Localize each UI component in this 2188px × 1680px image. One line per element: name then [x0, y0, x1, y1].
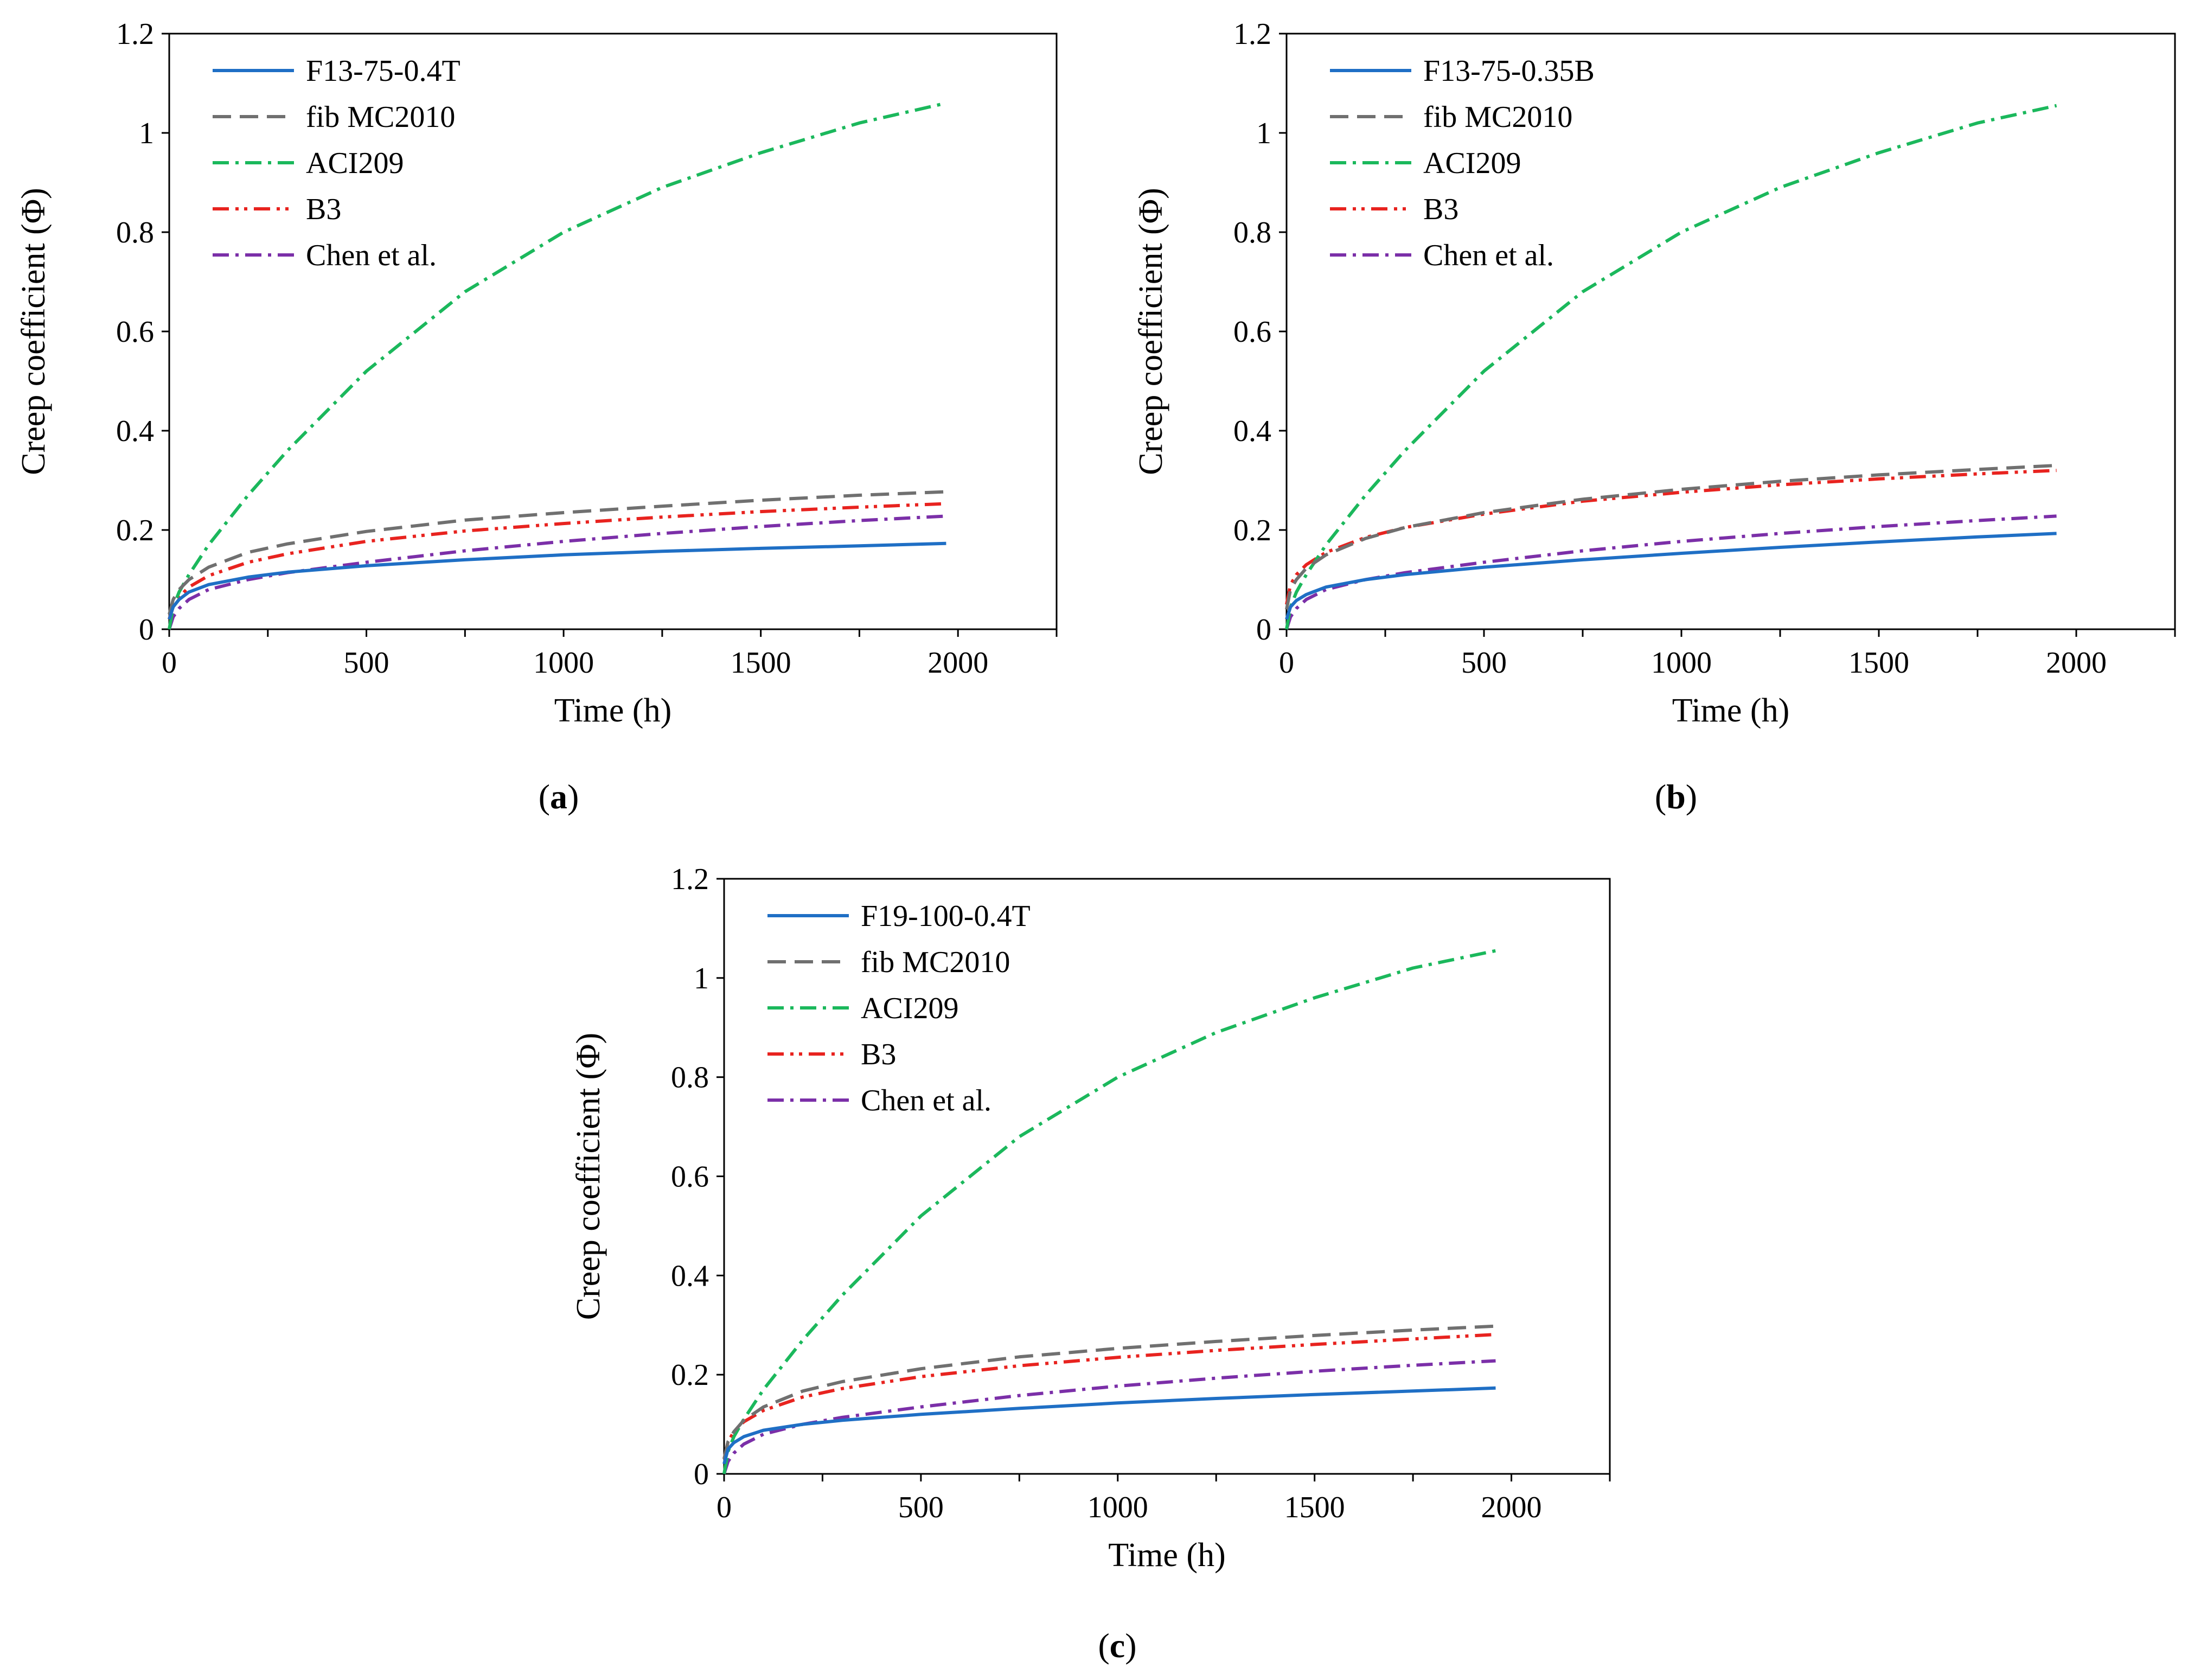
- legend: F13-75-0.4T fib MC2010 ACI209 B3 Chen et al.: [213, 54, 460, 272]
- chart-panel-c: 0 0.2 0.4 0.6 0.8 1 1.2 0 500 1000 1500 2000 Time (h…: [570, 863, 1611, 1665]
- x-tick-label: 1500: [731, 646, 791, 680]
- y-tick-label: 0.2: [116, 514, 154, 547]
- series-line-aci209: [168, 101, 947, 630]
- y-tick-label: 0: [139, 613, 154, 647]
- legend-label: B3: [1423, 193, 1458, 226]
- series-line-f13-75-0-35b: [1285, 532, 2057, 620]
- series-line-aci209: [1285, 104, 2057, 630]
- legend-label: Chen et al.: [306, 239, 437, 272]
- y-tick-label: 0.6: [116, 315, 154, 349]
- x-tick-label: 500: [898, 1491, 944, 1524]
- y-tick-label: 0: [1256, 613, 1271, 647]
- x-tick-label: 500: [1461, 646, 1507, 680]
- panel-caption-letter: b: [1666, 777, 1686, 816]
- x-tick-label: 0: [716, 1491, 732, 1524]
- x-tick-label: 0: [1279, 646, 1294, 680]
- series-line-fib-mc2010: [722, 1324, 1496, 1460]
- y-tick-label: 1: [139, 117, 154, 150]
- y-tick-label: 1.2: [671, 863, 709, 896]
- series-line-chen-et-al-: [1285, 514, 2057, 630]
- y-tick-label: 0.8: [1233, 216, 1271, 250]
- legend-label: fib MC2010: [861, 946, 1010, 979]
- legend-label: Chen et al.: [861, 1084, 991, 1117]
- x-axis-label: Time (h): [1108, 1537, 1225, 1574]
- x-axis-label: Time (h): [1672, 692, 1789, 729]
- series-line-f19-100-0-4t: [722, 1386, 1496, 1465]
- y-tick-label: 1: [694, 962, 709, 995]
- panel-caption: (b): [1655, 777, 1697, 816]
- legend: F19-100-0.4T fib MC2010 ACI209 B3 Chen et al…: [767, 899, 1031, 1117]
- y-axis-label: Creep coefficient (Φ): [1133, 188, 1169, 475]
- x-tick-label: 2000: [1481, 1491, 1542, 1524]
- y-tick-label: 0.6: [671, 1160, 709, 1194]
- y-tick-label: 0.4: [1233, 414, 1271, 448]
- y-tick-label: 0: [694, 1458, 709, 1491]
- series-line-chen-et-al-: [168, 514, 946, 630]
- y-tick-label: 0.6: [1233, 315, 1271, 349]
- legend-label: B3: [861, 1038, 896, 1071]
- x-tick-label: 1500: [1284, 1491, 1345, 1524]
- legend-label: F13-75-0.4T: [306, 54, 460, 88]
- legend-label: ACI209: [306, 146, 404, 180]
- series-line-b3: [168, 502, 946, 620]
- legend-label: F13-75-0.35B: [1423, 54, 1595, 88]
- plot-frame: [723, 878, 1611, 1475]
- series-line-b3: [1285, 469, 2057, 605]
- y-tick-label: 0.8: [116, 216, 154, 250]
- plot-frame: [168, 33, 1058, 630]
- series-line-f13-75-0-4t: [168, 541, 946, 620]
- legend-label: B3: [306, 193, 341, 226]
- plot-frame: [1285, 33, 2176, 630]
- panel-caption-letter: c: [1110, 1626, 1125, 1665]
- x-tick-label: 2000: [2046, 646, 2107, 680]
- chart-panel-a: 0 0.2 0.4 0.6 0.8 1 1.2 0 500 1000 1500 2000 Time (h…: [15, 17, 1058, 816]
- legend-label: Chen et al.: [1423, 239, 1554, 272]
- legend-label: ACI209: [1423, 146, 1521, 180]
- x-tick-label: 500: [344, 646, 389, 680]
- y-tick-label: 0.2: [671, 1358, 709, 1392]
- x-tick-label: 0: [162, 646, 177, 680]
- y-tick-label: 1.2: [1233, 17, 1271, 51]
- chart-panel-b: 0 0.2 0.4 0.6 0.8 1 1.2 0 500 1000 1500 2000 Time (h…: [1133, 17, 2176, 816]
- x-axis-label: Time (h): [554, 692, 671, 729]
- x-tick-label: 2000: [927, 646, 988, 680]
- x-tick-label: 1000: [533, 646, 594, 680]
- x-tick-label: 1500: [1848, 646, 1909, 680]
- y-tick-label: 0.4: [671, 1259, 709, 1293]
- legend-label: ACI209: [861, 992, 958, 1025]
- panel-caption: (a): [539, 777, 579, 816]
- y-tick-label: 1.2: [116, 17, 154, 51]
- y-tick-label: 1: [1256, 117, 1271, 150]
- legend: F13-75-0.35B fib MC2010 ACI209 B3 Chen et al…: [1330, 54, 1595, 272]
- y-tick-label: 0.4: [116, 414, 154, 448]
- legend-label: fib MC2010: [1423, 100, 1572, 134]
- series-line-chen-et-al-: [722, 1359, 1496, 1474]
- y-axis-label: Creep coefficient (Φ): [15, 188, 52, 475]
- series-line-aci209: [722, 949, 1496, 1474]
- panel-caption-letter: a: [550, 777, 567, 816]
- series-line-fib-mc2010: [168, 490, 946, 615]
- y-axis-label: Creep coefficient (Φ): [570, 1033, 607, 1320]
- series-line-b3: [722, 1333, 1496, 1460]
- panel-caption: (c): [1098, 1626, 1136, 1665]
- legend-label: fib MC2010: [306, 100, 455, 134]
- series-line-fib-mc2010: [1285, 464, 2057, 610]
- y-tick-label: 0.2: [1233, 514, 1271, 547]
- x-tick-label: 1000: [1651, 646, 1712, 680]
- legend-label: F19-100-0.4T: [861, 899, 1031, 933]
- y-tick-label: 0.8: [671, 1061, 709, 1095]
- x-tick-label: 1000: [1087, 1491, 1148, 1524]
